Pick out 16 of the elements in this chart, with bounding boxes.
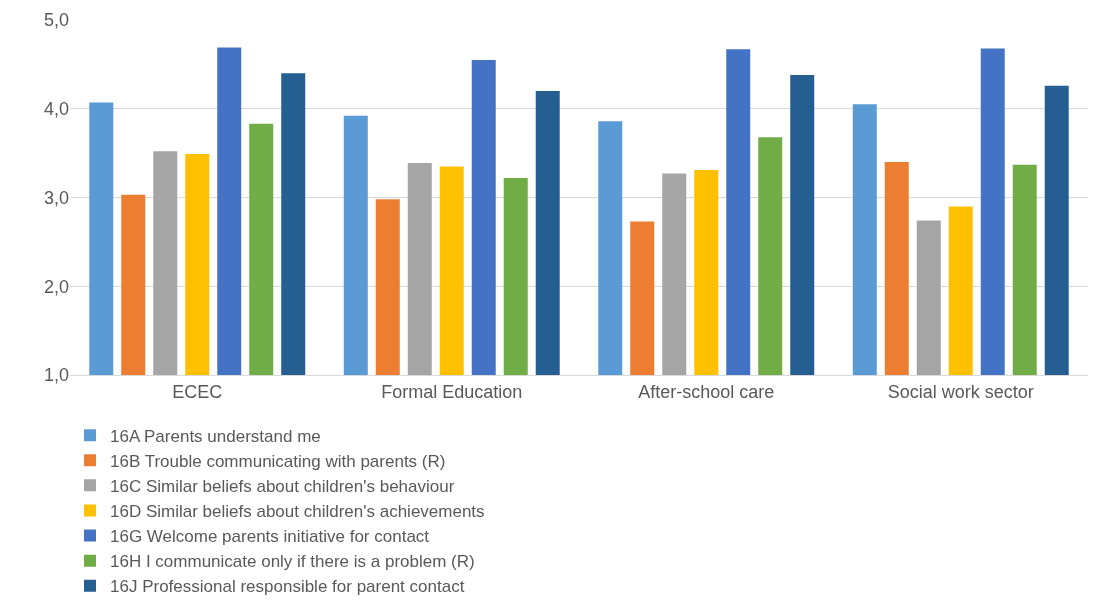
x-tick-label: ECEC bbox=[172, 381, 223, 402]
x-tick-label: Social work sector bbox=[887, 381, 1034, 402]
y-tick-label: 5,0 bbox=[43, 10, 69, 31]
y-tick-label: 2,0 bbox=[43, 276, 69, 297]
legend-label: 16D Similar beliefs about children's achievements bbox=[110, 502, 485, 522]
y-tick-label: 4,0 bbox=[43, 99, 69, 120]
x-tick-label: After-school care bbox=[638, 381, 775, 402]
x-tick-label: Formal Education bbox=[381, 381, 523, 402]
y-tick-label: 3,0 bbox=[43, 187, 69, 208]
legend-label: 16G Welcome parents initiative for contact bbox=[110, 527, 430, 547]
legend-label: 16B Trouble communicating with parents (R) bbox=[110, 451, 446, 471]
y-tick-label: 1,0 bbox=[43, 365, 69, 386]
legend-label: 16J Professional responsible for parent contact bbox=[110, 577, 465, 597]
legend-label: 16C Similar beliefs about children's behaviour bbox=[110, 476, 455, 496]
legend-label: 16A Parents understand me bbox=[110, 426, 321, 446]
legend-label: 16H I communicate only if there is a problem (R) bbox=[110, 552, 475, 572]
